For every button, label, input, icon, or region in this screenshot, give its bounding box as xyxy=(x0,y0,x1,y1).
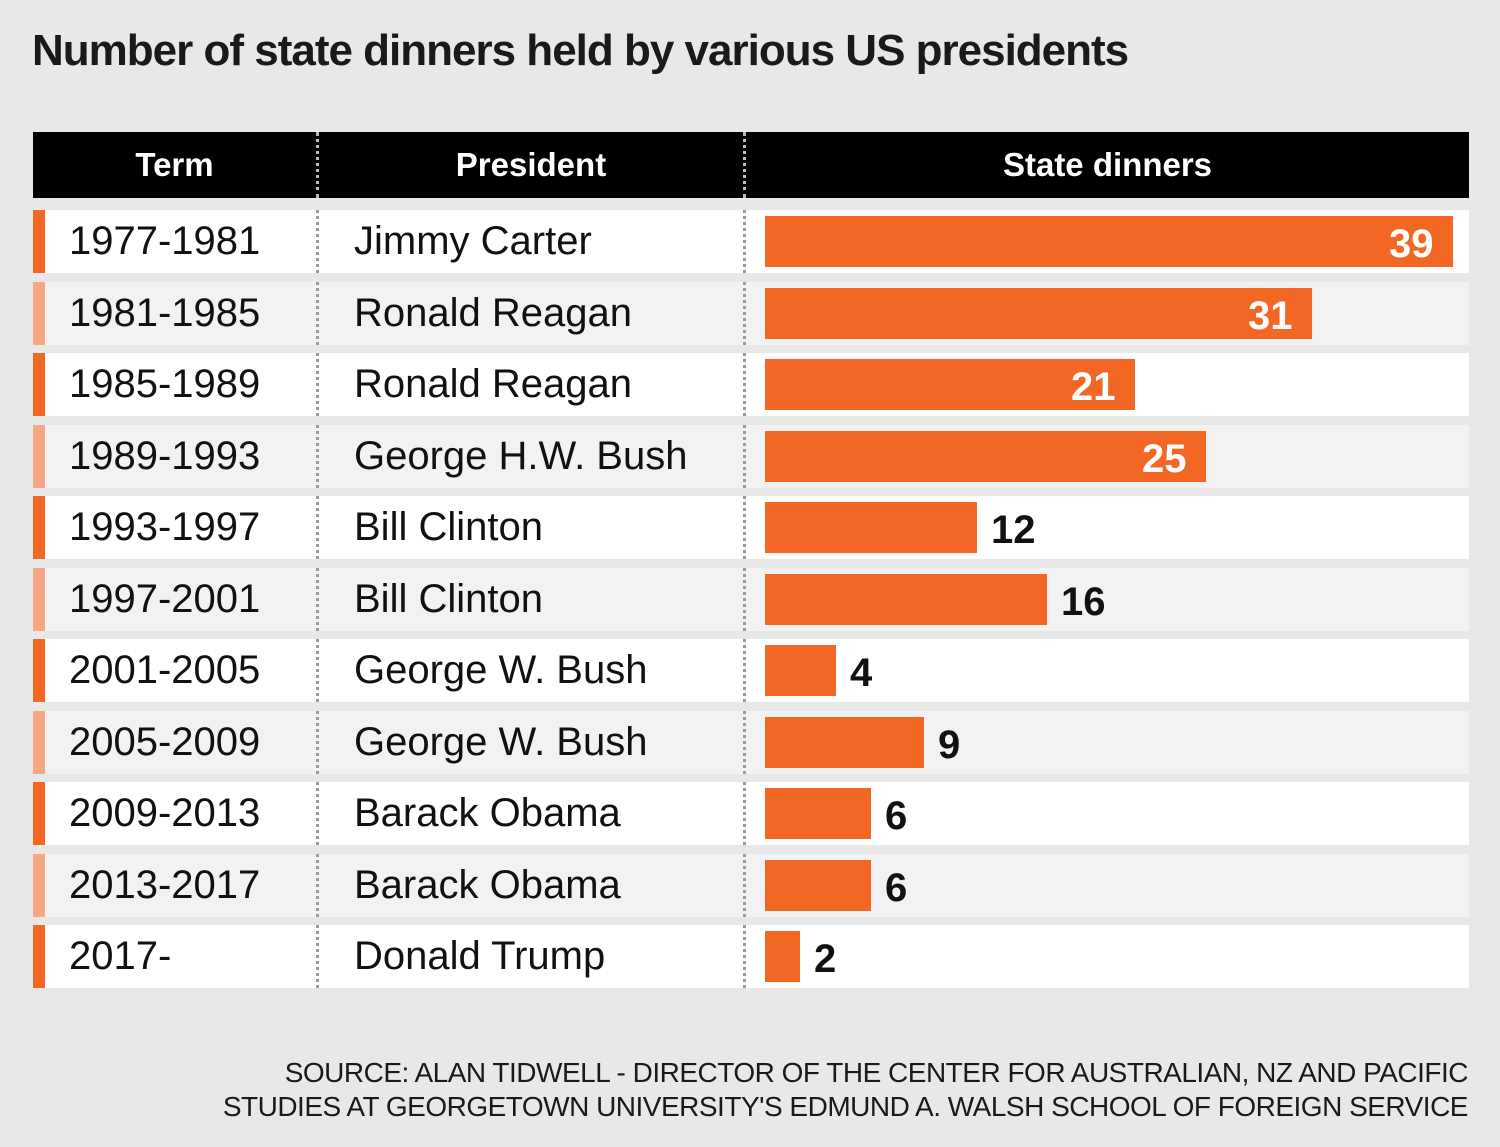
president-label: George W. Bush xyxy=(354,648,648,692)
value-label: 21 xyxy=(1071,365,1116,409)
header-term: Term xyxy=(135,146,214,183)
column-divider xyxy=(316,281,319,345)
table-row: 2005-2009 George W. Bush 9 xyxy=(33,710,1469,774)
value-label: 9 xyxy=(938,722,961,767)
bar xyxy=(765,859,871,911)
table-row: 2013-2017 Barack Obama 6 xyxy=(33,853,1469,917)
term-label: 2001-2005 xyxy=(69,648,261,692)
president-label: Ronald Reagan xyxy=(354,362,632,406)
column-divider xyxy=(316,353,319,416)
bar xyxy=(765,502,977,553)
value-label: 12 xyxy=(991,508,1036,552)
column-divider xyxy=(743,353,746,416)
value-label: 4 xyxy=(850,651,873,695)
president-label: Donald Trump xyxy=(354,934,606,978)
value-label: 31 xyxy=(1248,293,1293,338)
column-divider xyxy=(743,710,746,774)
row-accent xyxy=(33,496,45,559)
president-label: Bill Clinton xyxy=(354,576,543,621)
column-divider xyxy=(743,210,746,273)
column-divider xyxy=(316,639,319,702)
source-line: STUDIES AT GEORGETOWN UNIVERSITY'S EDMUN… xyxy=(222,1091,1469,1122)
chart-title: Number of state dinners held by various … xyxy=(32,26,1129,75)
value-label: 16 xyxy=(1061,579,1106,624)
table-row: 1997-2001 Bill Clinton 16 xyxy=(33,567,1469,631)
table-row: 1993-1997 Bill Clinton 12 xyxy=(33,496,1469,559)
row-accent xyxy=(33,353,45,416)
bar xyxy=(765,645,836,696)
bar xyxy=(765,287,1312,339)
bar xyxy=(765,430,1206,482)
term-label: 2013-2017 xyxy=(69,862,261,907)
source-line: SOURCE: ALAN TIDWELL - DIRECTOR OF THE C… xyxy=(284,1057,1469,1088)
row-accent xyxy=(33,782,45,845)
bar xyxy=(765,788,871,839)
table-row: 2009-2013 Barack Obama 6 xyxy=(33,782,1469,845)
table-header: Term President State dinners xyxy=(33,132,1469,198)
bar xyxy=(765,359,1135,410)
column-divider xyxy=(316,210,319,273)
table-row: 1981-1985 Ronald Reagan 31 xyxy=(33,281,1469,345)
president-label: Barack Obama xyxy=(354,791,621,835)
table-row: 1989-1993 George H.W. Bush 25 xyxy=(33,424,1469,488)
value-label: 6 xyxy=(885,865,908,910)
row-accent xyxy=(33,210,45,273)
row-accent xyxy=(33,281,45,345)
column-divider xyxy=(743,639,746,702)
table-row: 2001-2005 George W. Bush 4 xyxy=(33,639,1469,702)
bar xyxy=(765,716,924,768)
president-label: Ronald Reagan xyxy=(354,290,632,335)
column-divider xyxy=(316,496,319,559)
column-divider xyxy=(316,782,319,845)
column-divider xyxy=(316,567,319,631)
term-label: 1977-1981 xyxy=(69,219,261,263)
term-label: 1989-1993 xyxy=(69,433,261,478)
row-accent xyxy=(33,710,45,774)
president-label: Jimmy Carter xyxy=(354,219,592,263)
row-accent xyxy=(33,853,45,917)
president-label: Bill Clinton xyxy=(354,505,543,549)
row-accent xyxy=(33,567,45,631)
column-divider xyxy=(743,281,746,345)
column-divider xyxy=(316,710,319,774)
value-label: 2 xyxy=(814,937,837,981)
president-label: George H.W. Bush xyxy=(354,433,688,478)
row-accent xyxy=(33,925,45,988)
president-label: George W. Bush xyxy=(354,719,648,764)
term-label: 2005-2009 xyxy=(69,719,261,764)
president-label: Barack Obama xyxy=(354,862,621,907)
table-row: 1985-1989 Ronald Reagan 21 xyxy=(33,353,1469,416)
term-label: 1997-2001 xyxy=(69,576,261,621)
column-divider xyxy=(316,853,319,917)
header-divider xyxy=(743,132,746,198)
header-divider xyxy=(316,132,319,198)
column-divider xyxy=(743,853,746,917)
term-label: 1993-1997 xyxy=(69,505,261,549)
term-label: 2009-2013 xyxy=(69,791,261,835)
table-row: 2017- Donald Trump 2 xyxy=(33,925,1469,988)
column-divider xyxy=(743,424,746,488)
term-label: 2017- xyxy=(69,934,172,978)
column-divider xyxy=(316,925,319,988)
bar xyxy=(765,931,800,982)
bar xyxy=(765,216,1453,267)
column-divider xyxy=(743,496,746,559)
bar xyxy=(765,573,1047,625)
row-accent xyxy=(33,639,45,702)
header-president: President xyxy=(455,146,607,183)
state-dinners-table: Term President State dinners 1977-1981 Ji… xyxy=(33,132,1469,988)
value-label: 25 xyxy=(1142,436,1187,481)
column-divider xyxy=(743,567,746,631)
term-label: 1981-1985 xyxy=(69,290,261,335)
column-divider xyxy=(743,782,746,845)
column-divider xyxy=(316,424,319,488)
term-label: 1985-1989 xyxy=(69,362,261,406)
header-state-dinners: State dinners xyxy=(1002,146,1213,183)
row-accent xyxy=(33,424,45,488)
value-label: 6 xyxy=(885,794,908,838)
source-note: SOURCE: ALAN TIDWELL - DIRECTOR OF THE C… xyxy=(222,1056,1469,1124)
column-divider xyxy=(743,925,746,988)
value-label: 39 xyxy=(1389,222,1434,266)
table-row: 1977-1981 Jimmy Carter 39 xyxy=(33,210,1469,273)
